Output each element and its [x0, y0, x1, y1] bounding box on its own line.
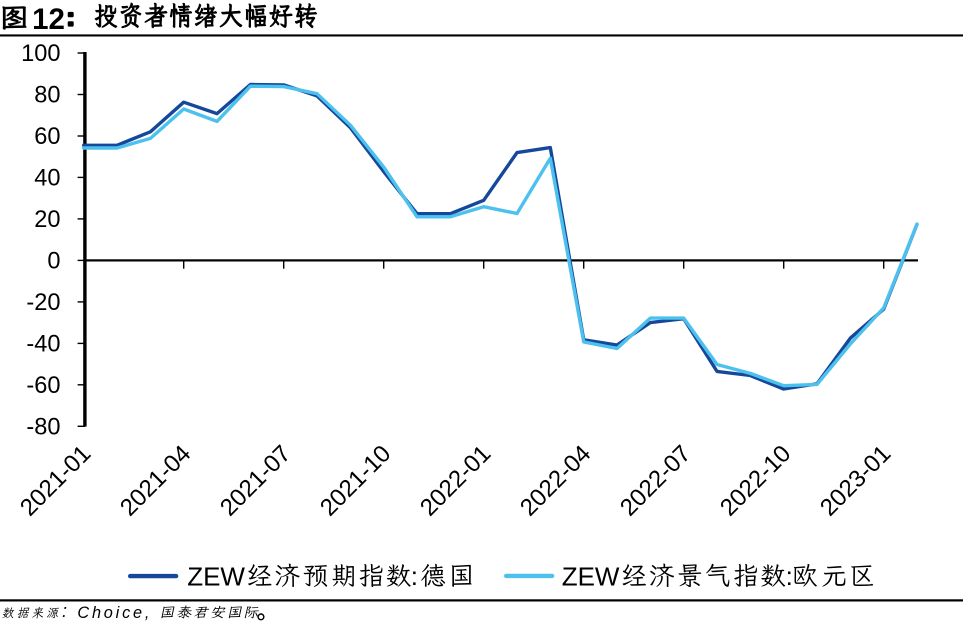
svg-text:0: 0: [47, 249, 60, 275]
svg-text:ZEW: ZEW: [187, 561, 245, 591]
svg-text::: :: [411, 561, 418, 591]
svg-text:Choice,: Choice,: [77, 604, 152, 622]
svg-text:40: 40: [34, 166, 60, 192]
svg-text:-80: -80: [26, 415, 60, 441]
svg-text:60: 60: [34, 124, 60, 150]
svg-text:80: 80: [34, 83, 60, 109]
svg-text:-60: -60: [26, 373, 60, 399]
svg-text:-20: -20: [26, 290, 60, 316]
svg-text:20: 20: [34, 207, 60, 233]
svg-text:12: 12: [32, 3, 65, 36]
svg-text:ZEW: ZEW: [562, 561, 620, 591]
svg-text::: :: [62, 601, 67, 621]
svg-text::: :: [786, 561, 793, 591]
svg-text:100: 100: [21, 41, 60, 67]
svg-text:-40: -40: [26, 332, 60, 358]
